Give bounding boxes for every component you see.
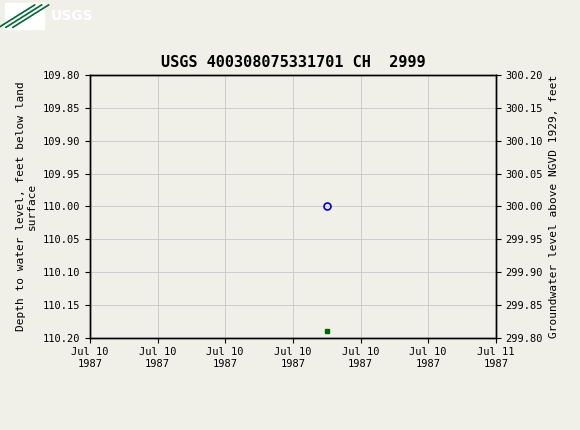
Y-axis label: Depth to water level, feet below land
surface: Depth to water level, feet below land su… (16, 82, 37, 331)
Text: USGS: USGS (51, 9, 93, 23)
Y-axis label: Groundwater level above NGVD 1929, feet: Groundwater level above NGVD 1929, feet (549, 75, 559, 338)
Title: USGS 400308075331701 CH  2999: USGS 400308075331701 CH 2999 (161, 55, 425, 70)
FancyBboxPatch shape (5, 3, 44, 29)
